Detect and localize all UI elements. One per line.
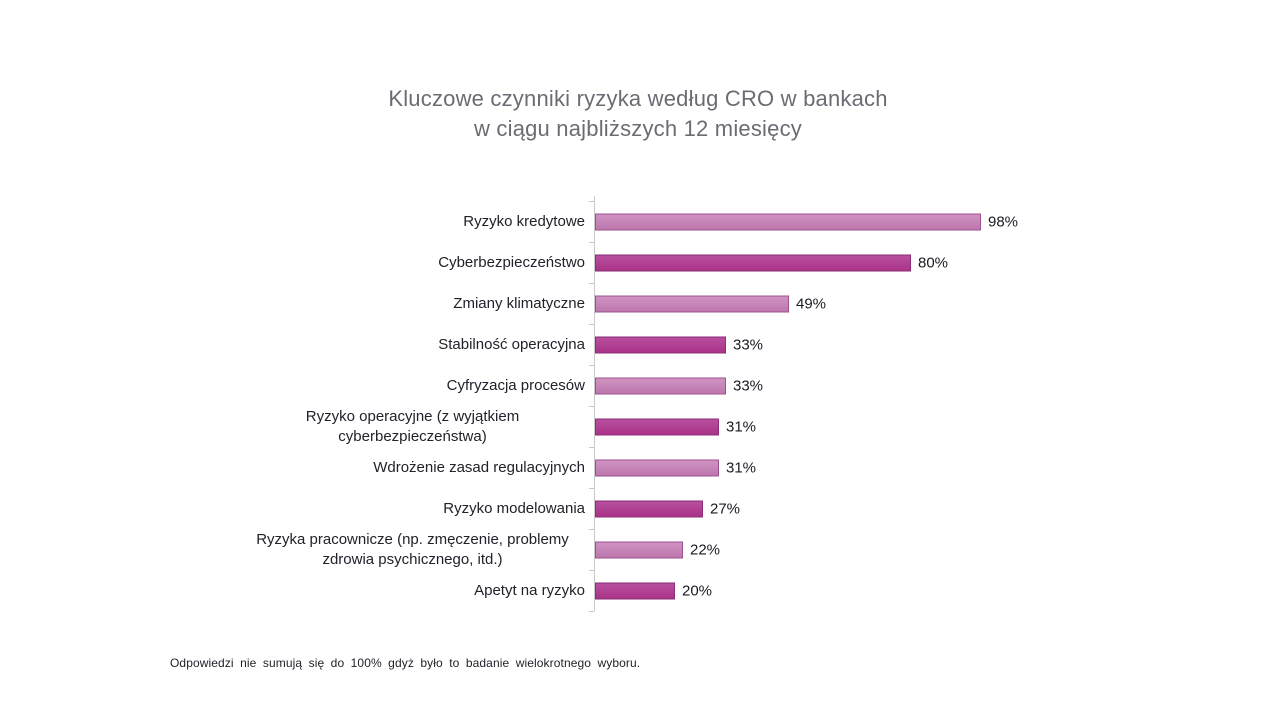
axis-tick bbox=[589, 242, 594, 243]
category-label: Wdrożenie zasad regulacyjnych bbox=[0, 447, 585, 488]
bar bbox=[595, 418, 719, 435]
category-label-text: Wdrożenie zasad regulacyjnych bbox=[373, 458, 585, 476]
category-label-text: Ryzyko kredytowe bbox=[463, 212, 585, 230]
category-label-text: Ryzyko operacyjne (z wyjątkiem cyberbezp… bbox=[305, 407, 520, 445]
value-label: 22% bbox=[690, 541, 721, 558]
category-label-text: Cyberbezpieczeństwo bbox=[438, 253, 585, 271]
category-label: Ryzyka pracownicze (np. zmęczenie, probl… bbox=[0, 529, 585, 570]
axis-tick bbox=[589, 611, 594, 612]
category-label-text: Stabilność operacyjna bbox=[438, 335, 585, 353]
chart-row: Ryzyko modelowania 27% bbox=[0, 488, 1280, 529]
bar bbox=[595, 377, 726, 394]
category-label-text: Apetyt na ryzyko bbox=[474, 581, 585, 599]
category-label: Ryzyko operacyjne (z wyjątkiem cyberbezp… bbox=[0, 406, 585, 447]
category-label: Apetyt na ryzyko bbox=[0, 570, 585, 611]
bar bbox=[595, 500, 703, 517]
value-label: 27% bbox=[710, 500, 741, 517]
category-label-text: Zmiany klimatyczne bbox=[453, 294, 585, 312]
chart-row: Cyberbezpieczeństwo 80% bbox=[0, 242, 1280, 283]
category-label: Zmiany klimatyczne bbox=[0, 283, 585, 324]
bar bbox=[595, 213, 981, 230]
footnote: Odpowiedzi nie sumują się do 100% gdyż b… bbox=[170, 656, 641, 670]
chart-row: Stabilność operacyjna 33% bbox=[0, 324, 1280, 365]
axis-tick bbox=[589, 529, 594, 530]
bar bbox=[595, 336, 726, 353]
category-label: Ryzyko kredytowe bbox=[0, 201, 585, 242]
category-label: Cyberbezpieczeństwo bbox=[0, 242, 585, 283]
chart-row: Cyfryzacja procesów 33% bbox=[0, 365, 1280, 406]
value-label: 49% bbox=[796, 295, 827, 312]
axis-tick bbox=[589, 324, 594, 325]
value-label: 20% bbox=[682, 582, 713, 599]
value-label: 31% bbox=[726, 418, 757, 435]
category-label-text: Ryzyko modelowania bbox=[443, 499, 585, 517]
chart-title-line-2: w ciągu najbliższych 12 miesięcy bbox=[474, 116, 802, 141]
chart-row: Apetyt na ryzyko 20% bbox=[0, 570, 1280, 611]
value-label: 31% bbox=[726, 459, 757, 476]
bar bbox=[595, 254, 911, 271]
axis-tick bbox=[589, 365, 594, 366]
value-label: 80% bbox=[918, 254, 949, 271]
axis-tick bbox=[589, 488, 594, 489]
chart-title: Kluczowe czynniki ryzyka według CRO w ba… bbox=[0, 84, 1276, 144]
chart-row: Wdrożenie zasad regulacyjnych 31% bbox=[0, 447, 1280, 488]
chart-row: Zmiany klimatyczne 49% bbox=[0, 283, 1280, 324]
category-label: Stabilność operacyjna bbox=[0, 324, 585, 365]
chart-title-line-1: Kluczowe czynniki ryzyka według CRO w ba… bbox=[388, 86, 888, 111]
bar bbox=[595, 295, 789, 312]
chart-row: Ryzyko kredytowe 98% bbox=[0, 201, 1280, 242]
category-label: Cyfryzacja procesów bbox=[0, 365, 585, 406]
chart-row: Ryzyko operacyjne (z wyjątkiem cyberbezp… bbox=[0, 406, 1280, 447]
value-label: 98% bbox=[988, 213, 1019, 230]
chart-row: Ryzyka pracownicze (np. zmęczenie, probl… bbox=[0, 529, 1280, 570]
bar bbox=[595, 541, 683, 558]
category-label-text: Ryzyka pracownicze (np. zmęczenie, probl… bbox=[256, 530, 569, 568]
category-label-text: Cyfryzacja procesów bbox=[446, 376, 585, 394]
value-label: 33% bbox=[733, 377, 764, 394]
bar bbox=[595, 582, 675, 599]
axis-tick bbox=[589, 201, 594, 202]
axis-tick bbox=[589, 447, 594, 448]
category-label: Ryzyko modelowania bbox=[0, 488, 585, 529]
value-label: 33% bbox=[733, 336, 764, 353]
bar bbox=[595, 459, 719, 476]
axis-tick bbox=[589, 283, 594, 284]
axis-tick bbox=[589, 406, 594, 407]
axis-tick bbox=[589, 570, 594, 571]
y-axis-line bbox=[594, 196, 595, 611]
